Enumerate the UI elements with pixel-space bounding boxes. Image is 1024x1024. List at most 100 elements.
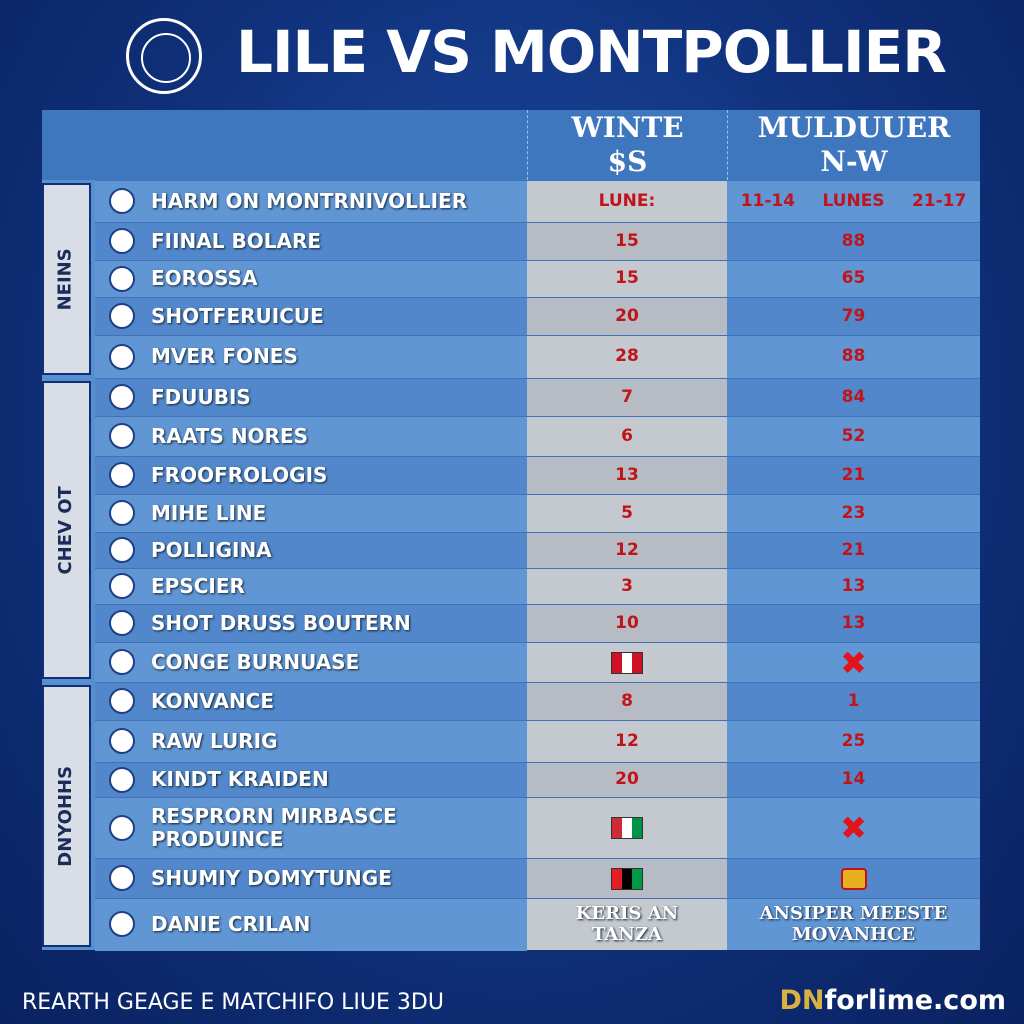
cell-a: KERIS AN TANZA [527, 898, 727, 950]
row-band [95, 260, 527, 298]
cell-a [527, 642, 727, 682]
team-name-line: RESPRORN MIRBASCE [151, 803, 397, 828]
team-name: FIINAL BOLARE [95, 222, 527, 260]
cell-a: 15 [527, 260, 727, 297]
team-name: KINDT KRAIDEN [95, 762, 527, 797]
cell-b: 13 [727, 568, 980, 604]
cell-b: 88 [727, 335, 980, 378]
team-badge [109, 537, 135, 563]
cell-text: 52 [841, 425, 866, 446]
table: WINTE $S MULDUUER N-W HARM ON MONTRNIVOLLIER… [42, 110, 980, 951]
cell-text: 65 [841, 268, 866, 289]
row-band [95, 642, 527, 683]
team-badge [109, 728, 135, 754]
team-badge [109, 610, 135, 636]
x-icon: ✖ [840, 809, 867, 847]
column-header-line: WINTE [571, 111, 684, 145]
cell-text: 84 [841, 386, 866, 407]
cell-a: 28 [527, 335, 727, 378]
brand: DNforlime.com [779, 985, 1006, 1016]
cell-text: 23 [841, 502, 866, 523]
cell-text: KERIS AN [575, 902, 679, 924]
cell-text: 88 [841, 346, 866, 367]
team-name: FDUUBIS [95, 378, 527, 416]
cell-a: 12 [527, 720, 727, 762]
cell-b: 88 [727, 222, 980, 260]
cell-b: 23 [727, 494, 980, 532]
cell-text: 13 [841, 612, 866, 633]
team-name: MVER FONES [95, 335, 527, 378]
cell-text: 21 [841, 464, 866, 485]
team-name: RESPRORN MIRBASCE PRODUINCE [95, 797, 527, 858]
cell-a: 5 [527, 494, 727, 532]
cell-text: 79 [841, 305, 866, 326]
team-badge [109, 649, 135, 675]
team-name-line: SHOT DRUSS BOUTERN [151, 610, 411, 635]
team-name: SHOT DRUSS BOUTERN [95, 604, 527, 642]
team-name-line: MVER FONES [151, 344, 298, 368]
row-band [95, 682, 527, 721]
title: LILE VS MONTPOLLIER [236, 18, 947, 86]
row-band [95, 898, 527, 951]
flag-icon [611, 817, 643, 839]
team-name-line: PRODUINCE [151, 826, 284, 851]
team-badge [109, 911, 135, 937]
cell-a: 20 [527, 762, 727, 797]
cell-text: 12 [615, 730, 639, 751]
cell-b: 21 [727, 456, 980, 494]
team-name-line: MIHE LINE [151, 500, 267, 525]
row-band [95, 378, 527, 417]
footer-caption: REARTH GEAGE E MATCHIFO LIUE 3DU [22, 990, 444, 1015]
cell-a: LUNE: [527, 180, 727, 222]
cell-a: 3 [527, 568, 727, 604]
cell-text: 11-14 [740, 190, 796, 211]
cell-text: 13 [615, 464, 639, 485]
flag-icon [611, 651, 643, 674]
cell-text: 5 [621, 502, 633, 523]
column-header-line: $S [607, 145, 648, 178]
cell-b: 65 [727, 260, 980, 297]
row-band [95, 222, 527, 261]
cell-text: 20 [615, 769, 639, 790]
cell-text: 8 [621, 690, 633, 711]
brand-prefix: DN [779, 985, 825, 1016]
row-band [95, 797, 527, 859]
cell-a: 6 [527, 416, 727, 456]
x-icon: ✖ [840, 643, 867, 682]
team-badge [109, 423, 135, 449]
cell-a: 20 [527, 297, 727, 335]
team-name: EPSCIER [95, 568, 527, 604]
cell-b: 25 [727, 720, 980, 762]
cell-a [527, 858, 727, 898]
cell-text: 1 [847, 690, 860, 711]
team-name-line: HARM ON MONTRNIVOLLIER [151, 188, 468, 213]
group-label-text: DNYOHHS [55, 765, 77, 867]
cell-text: 7 [621, 386, 633, 407]
team-name-line: FIINAL BOLARE [151, 228, 321, 253]
cell-b: 13 [727, 604, 980, 642]
team-name: RAW LURIG [95, 720, 527, 762]
row-band [95, 604, 527, 643]
cell-b: 1 [727, 682, 980, 720]
cell-text: MOVANHCE [791, 923, 916, 945]
team-badge [109, 303, 135, 329]
flag-stripe [612, 868, 622, 889]
team-name: SHOTFERUICUE [95, 297, 527, 335]
cell-b: 21 [727, 532, 980, 568]
cell-text: 25 [841, 730, 866, 751]
flag-icon [611, 867, 643, 890]
cell-text: 6 [621, 425, 633, 446]
team-name-line: FDUUBIS [151, 384, 251, 409]
row-band [95, 494, 527, 533]
row-band [95, 762, 527, 798]
cell-text: 21 [841, 539, 866, 560]
row-band [95, 568, 527, 605]
cell-text: 13 [841, 575, 866, 596]
team-name-line: KINDT KRAIDEN [151, 767, 329, 791]
team-name-line: EOROSSA [151, 266, 258, 290]
header-band [42, 110, 980, 180]
cell-b: 11-14 LUNES 21-17 [727, 180, 980, 222]
team-name-line: RAATS NORES [151, 423, 309, 448]
cell-b: 84 [727, 378, 980, 416]
